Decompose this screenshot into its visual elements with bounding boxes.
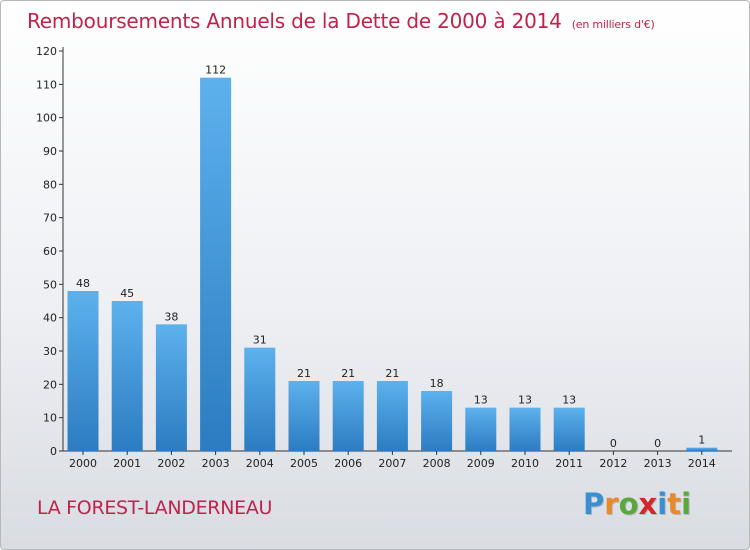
value-label: 31 [253, 334, 267, 347]
logo-letter: x [638, 487, 658, 521]
y-tick-label: 30 [43, 345, 57, 358]
bar [332, 381, 364, 451]
logo-letter: i [681, 487, 692, 521]
bar [200, 77, 232, 452]
logo-letter: P [583, 487, 605, 521]
logo-letter: t [667, 487, 682, 521]
y-tick-label: 60 [43, 245, 57, 258]
x-tick-label: 2007 [378, 457, 406, 470]
value-label: 18 [430, 377, 444, 390]
x-tick-label: 2006 [334, 457, 362, 470]
logo-letter: o [618, 487, 639, 521]
value-label: 38 [164, 310, 178, 323]
bar [67, 291, 99, 451]
x-tick-label: 2014 [688, 457, 716, 470]
bar [465, 407, 497, 451]
bar [111, 301, 143, 451]
bar [686, 447, 718, 451]
bar [421, 391, 453, 451]
value-label: 0 [654, 437, 661, 450]
value-label: 48 [76, 277, 90, 290]
x-tick-label: 2003 [202, 457, 230, 470]
value-label: 112 [205, 64, 226, 77]
y-tick-label: 20 [43, 378, 57, 391]
x-tick-label: 2004 [246, 457, 274, 470]
y-tick-label: 120 [36, 45, 57, 58]
x-tick-label: 2001 [113, 457, 141, 470]
proxiti-logo[interactable]: Proxiti [583, 487, 691, 521]
bar [376, 381, 408, 451]
value-label: 13 [562, 394, 576, 407]
commune-name: LA FOREST-LANDERNEAU [37, 497, 273, 519]
y-tick-label: 110 [36, 78, 57, 91]
value-labels: 48 45 38 112 31 21 21 21 18 13 13 13 0 0 1 [76, 64, 705, 450]
y-tick-label: 0 [50, 445, 57, 458]
chart-title: Remboursements Annuels de la Dette de 20… [27, 9, 655, 33]
x-tick-label: 2012 [599, 457, 627, 470]
y-tick-label: 70 [43, 212, 57, 225]
x-tick-label: 2011 [555, 457, 583, 470]
value-label: 1 [698, 434, 705, 447]
bar [553, 407, 585, 451]
bar [288, 381, 320, 451]
value-label: 13 [474, 394, 488, 407]
y-tick-label: 40 [43, 312, 57, 325]
bar [155, 324, 187, 451]
bar [244, 347, 276, 451]
value-label: 13 [518, 394, 532, 407]
value-label: 21 [385, 367, 399, 380]
bars [67, 77, 718, 452]
x-tick-label: 2000 [69, 457, 97, 470]
y-tick-label: 10 [43, 412, 57, 425]
value-label: 21 [341, 367, 355, 380]
y-axis: 0 10 20 30 40 50 60 70 80 90 100 110 120 [36, 45, 64, 458]
bar [509, 407, 541, 451]
x-axis: 2000 2001 2002 2003 2004 2005 2006 2007 2008 2009… [63, 450, 732, 470]
y-tick-label: 80 [43, 178, 57, 191]
x-tick-label: 2005 [290, 457, 318, 470]
logo-letter: r [604, 487, 619, 521]
x-tick-label: 2010 [511, 457, 539, 470]
y-tick-label: 50 [43, 278, 57, 291]
value-label: 21 [297, 367, 311, 380]
x-tick-label: 2009 [467, 457, 495, 470]
y-tick-label: 100 [36, 112, 57, 125]
x-tick-label: 2002 [157, 457, 185, 470]
y-tick-label: 90 [43, 145, 57, 158]
x-tick-label: 2008 [423, 457, 451, 470]
value-label: 0 [610, 437, 617, 450]
chart-title-text: Remboursements Annuels de la Dette de 20… [27, 9, 562, 33]
logo-letter: i [657, 487, 668, 521]
x-tick-label: 2013 [644, 457, 672, 470]
chart-unit: (en milliers d'€) [571, 18, 655, 31]
value-label: 45 [120, 287, 134, 300]
